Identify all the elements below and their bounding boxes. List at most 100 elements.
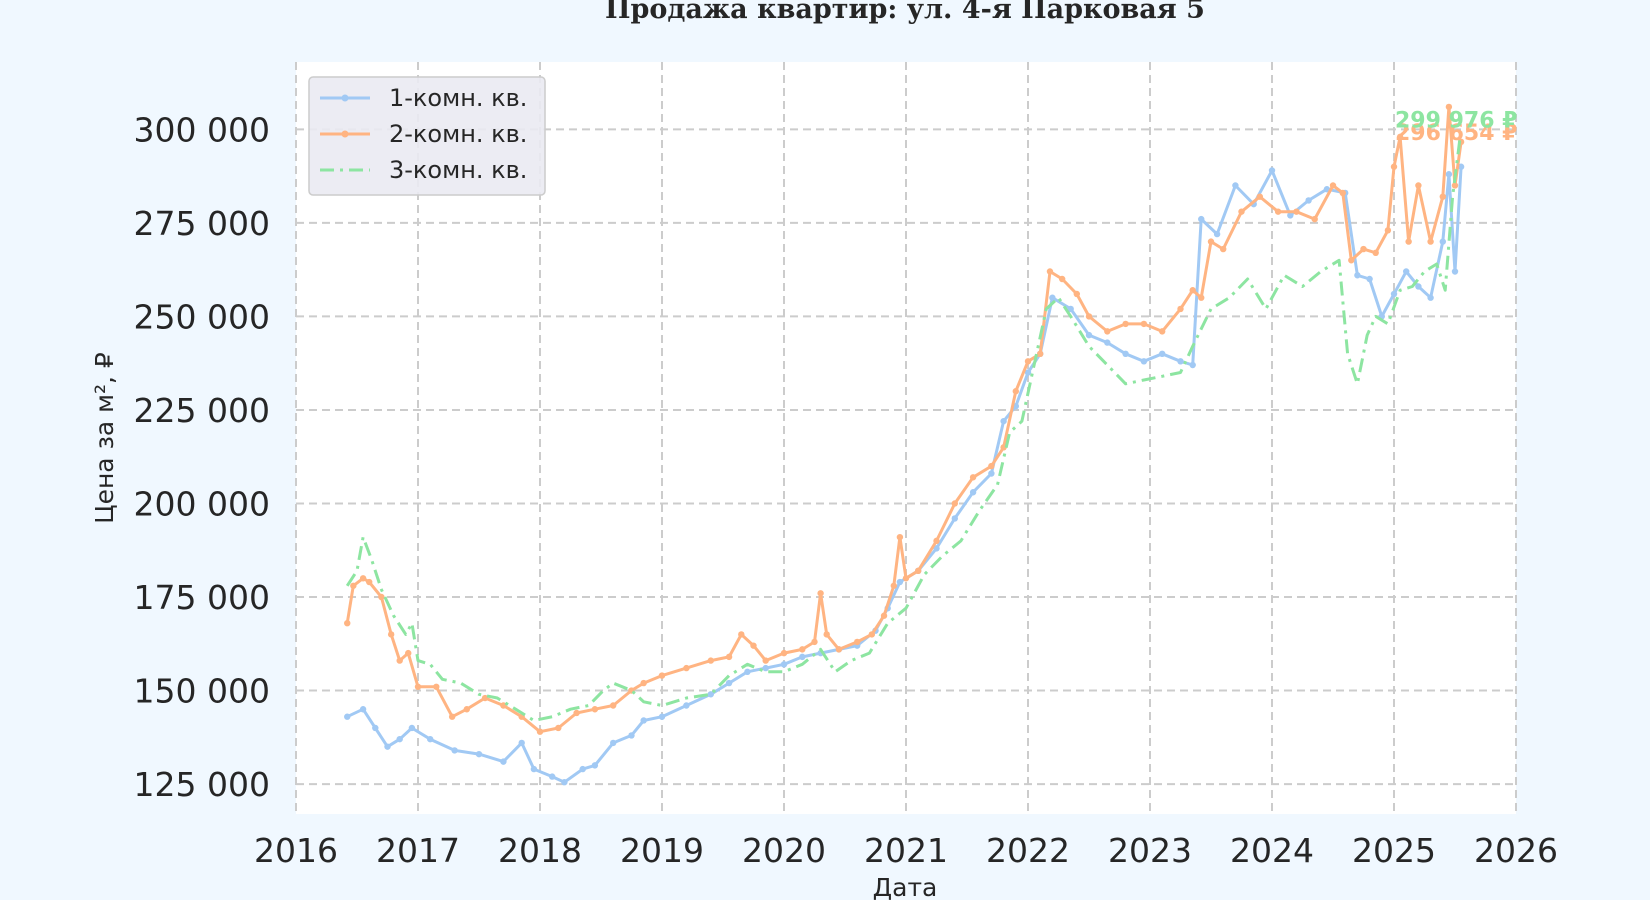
data-point	[549, 773, 556, 780]
data-point	[1372, 249, 1379, 257]
data-point	[1354, 272, 1361, 279]
data-point	[868, 631, 876, 638]
data-point	[1445, 171, 1453, 178]
y-tick-label: 225 000	[134, 391, 270, 430]
data-point	[1457, 163, 1465, 170]
data-point	[1049, 294, 1056, 301]
data-point	[579, 765, 586, 773]
data-point	[1024, 369, 1032, 376]
data-point	[561, 778, 568, 786]
data-point	[366, 578, 373, 586]
data-point	[1104, 339, 1111, 346]
y-axis-label: Цена за м², ₽	[90, 352, 119, 524]
x-tick-label: 2017	[376, 831, 460, 870]
data-point	[1427, 238, 1434, 245]
data-point	[1232, 182, 1239, 189]
x-tick-label: 2020	[742, 831, 826, 870]
series-3	[345, 129, 1463, 722]
data-point	[1037, 350, 1044, 358]
data-point	[969, 489, 977, 496]
data-point	[762, 657, 769, 664]
data-point	[1445, 103, 1453, 111]
data-point	[1177, 305, 1184, 313]
data-point	[555, 724, 562, 732]
data-point	[780, 661, 788, 668]
legend: 1-комн. кв. 2-комн. кв. 3-комн. кв.	[308, 76, 546, 196]
data-point	[1348, 257, 1355, 264]
data-point	[988, 462, 995, 470]
data-point	[1405, 238, 1412, 245]
data-point	[1439, 238, 1447, 245]
chart-title: Продажа квартир: ул. 4-я Парковая 5	[605, 0, 1205, 25]
x-tick-label: 2024	[1230, 831, 1314, 870]
data-point	[780, 649, 788, 657]
data-point	[854, 638, 861, 646]
data-point	[683, 664, 690, 672]
data-point	[890, 582, 897, 589]
grid	[295, 62, 1517, 814]
data-point	[896, 578, 904, 586]
data-point	[683, 702, 690, 709]
end-labels: 296 654 ₽299 976 ₽	[1395, 108, 1517, 145]
data-point	[725, 653, 733, 661]
data-point	[1073, 290, 1081, 298]
data-point	[384, 743, 391, 750]
data-point	[1339, 189, 1346, 197]
data-point	[750, 642, 757, 649]
data-point	[1268, 167, 1276, 174]
x-tick-label: 2023	[1108, 831, 1192, 870]
data-point	[396, 735, 403, 743]
data-point	[573, 709, 580, 717]
data-point	[1198, 215, 1205, 223]
data-point	[1085, 331, 1093, 339]
x-tick-label: 2026	[1474, 831, 1558, 870]
data-point	[1104, 328, 1111, 335]
data-point	[969, 474, 977, 481]
data-point	[744, 668, 751, 676]
data-point	[738, 631, 745, 638]
data-point	[640, 717, 647, 724]
data-point	[707, 657, 714, 664]
data-point	[1159, 350, 1166, 358]
data-point	[951, 500, 958, 507]
x-tick-label: 2021	[864, 831, 948, 870]
data-point	[896, 533, 904, 541]
y-tick-label: 150 000	[134, 672, 270, 711]
data-point	[640, 679, 647, 687]
data-point	[811, 638, 818, 646]
data-point	[344, 619, 351, 627]
y-tick-label: 125 000	[134, 765, 270, 804]
data-point	[396, 657, 403, 664]
data-point	[500, 758, 507, 765]
legend-marker	[341, 94, 349, 102]
data-point	[387, 631, 395, 638]
data-point	[725, 679, 733, 687]
y-tick-label: 300 000	[134, 110, 270, 149]
data-point	[1390, 163, 1398, 170]
data-point	[536, 728, 544, 735]
data-point	[1140, 358, 1148, 365]
x-tick-label: 2022	[986, 831, 1070, 870]
end-label: 296 654 ₽	[1395, 121, 1517, 146]
legend-box	[308, 76, 546, 196]
data-point	[1012, 388, 1019, 395]
data-point	[902, 575, 910, 582]
data-point	[1439, 193, 1447, 200]
data-point	[880, 612, 888, 619]
data-point	[1207, 238, 1215, 245]
data-point	[799, 653, 806, 661]
data-point	[451, 747, 458, 754]
data-point	[762, 664, 769, 672]
data-point	[463, 706, 470, 713]
data-point	[1177, 358, 1184, 365]
x-tick-label: 2025	[1352, 831, 1436, 870]
data-point	[1451, 268, 1459, 275]
data-point	[915, 567, 922, 575]
data-point	[1256, 193, 1264, 200]
data-point	[1189, 287, 1196, 294]
data-point	[1122, 320, 1129, 328]
data-point	[951, 515, 958, 522]
data-point	[933, 545, 940, 552]
data-point	[1220, 245, 1227, 253]
data-point	[1390, 290, 1398, 298]
